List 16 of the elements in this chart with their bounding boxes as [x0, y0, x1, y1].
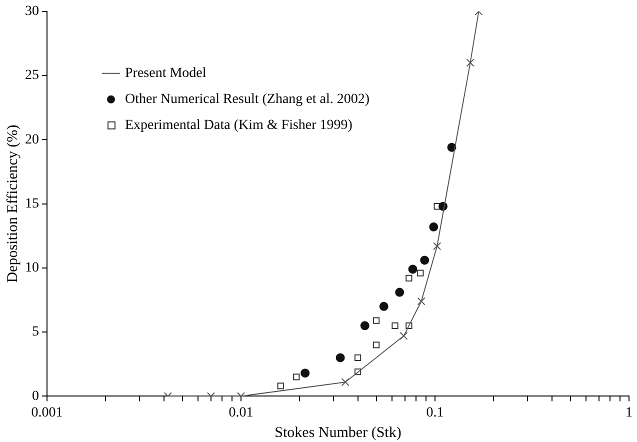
y-tick-label: 25	[25, 68, 39, 84]
x-axis-title: Stokes Number (Stk)	[274, 424, 402, 441]
y-tick-label: 15	[25, 196, 39, 212]
x-tick-label: 1	[626, 405, 632, 420]
legend-label: Other Numerical Result (Zhang et al. 2002)	[125, 92, 370, 108]
y-tick-label: 20	[25, 132, 39, 148]
y-axis-title: Deposition Efficiency (%)	[4, 124, 21, 283]
y-tick-label: 30	[25, 4, 39, 20]
legend-label: Experimental Data (Kim & Fisher 1999)	[125, 118, 353, 134]
y-tick-label: 0	[32, 388, 39, 404]
legend-label: Present Model	[125, 66, 206, 82]
y-tick-label: 10	[25, 260, 39, 276]
y-tick-label: 5	[32, 324, 39, 340]
x-tick-label: 0.01	[228, 405, 254, 420]
x-tick-label: 0.1	[426, 405, 444, 420]
x-tick-label: 0.001	[31, 405, 63, 420]
